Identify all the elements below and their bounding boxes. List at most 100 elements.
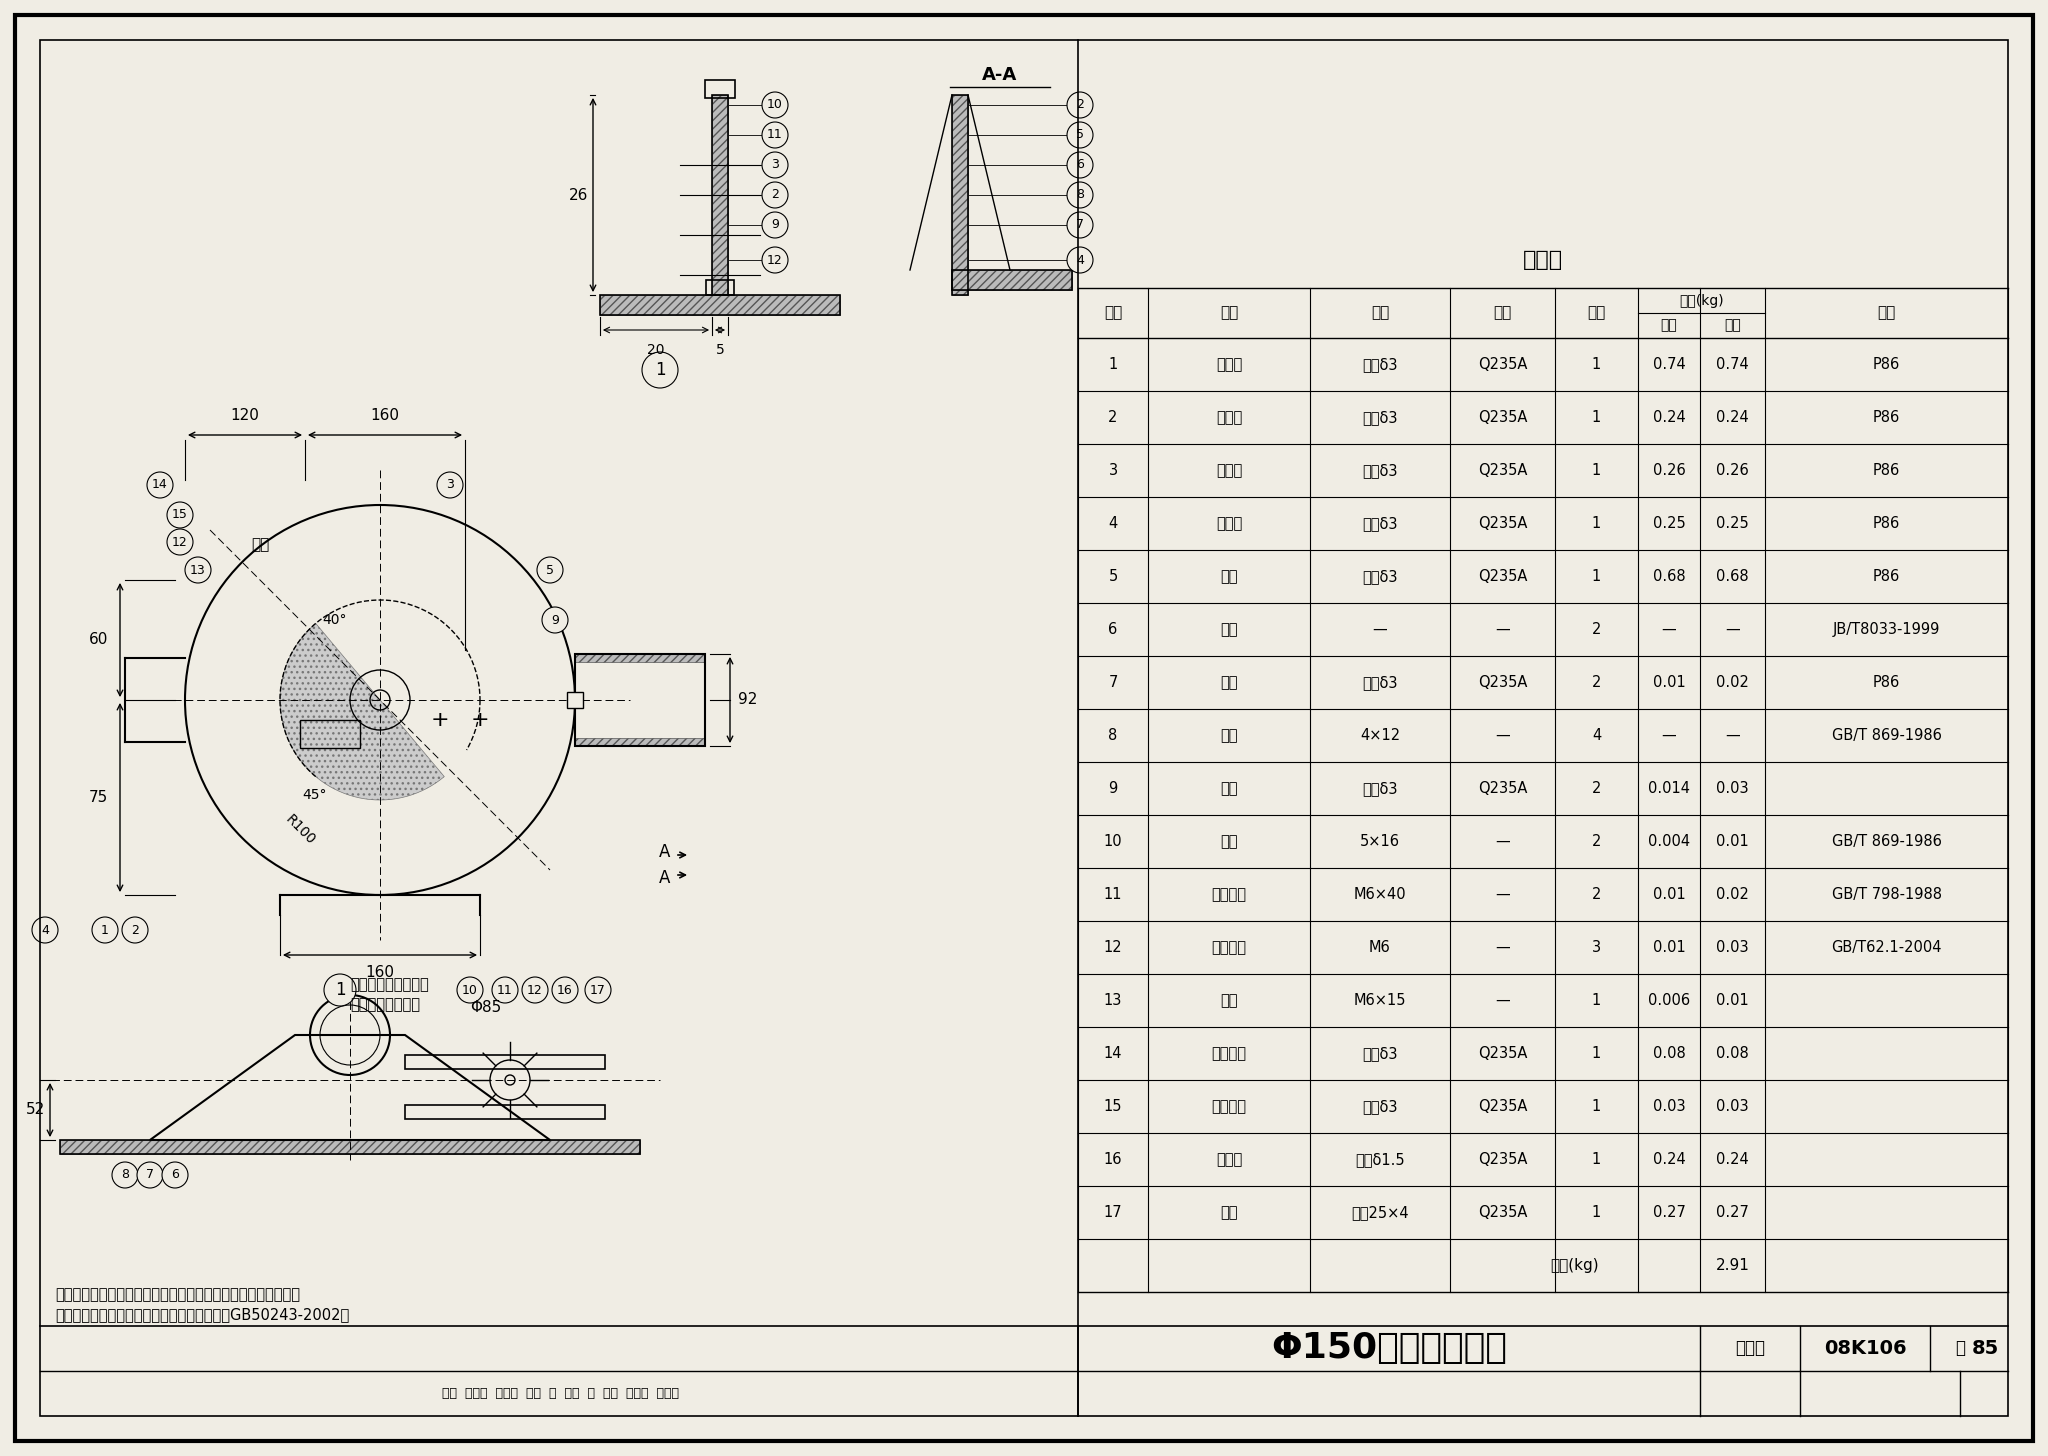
Bar [952,95,969,296]
Bar [406,1105,604,1120]
Text: 0.02: 0.02 [1716,676,1749,690]
Text: 26: 26 [569,188,588,202]
Text: 1: 1 [1591,993,1602,1008]
Text: 85: 85 [1972,1340,1999,1358]
Text: 锂板δ3: 锂板δ3 [1362,357,1397,371]
Text: —: — [1724,622,1741,638]
Text: 9: 9 [770,218,778,232]
Text: 钰链: 钰链 [1221,622,1237,638]
Text: 锂板δ3: 锂板δ3 [1362,569,1397,584]
Text: 75: 75 [88,789,109,805]
Text: 10: 10 [463,983,477,996]
Text: 12: 12 [768,253,782,266]
Text: 7: 7 [145,1169,154,1181]
Text: Q235A: Q235A [1479,569,1528,584]
Text: 活节螺栋: 活节螺栋 [1212,887,1247,903]
Text: 9: 9 [1108,780,1118,796]
Text: Q235A: Q235A [1479,411,1528,425]
Text: 3: 3 [770,159,778,172]
Text: 铆钉: 铆钉 [1221,834,1237,849]
Circle shape [162,1162,188,1188]
Text: 15: 15 [172,508,188,521]
Text: 10: 10 [768,99,782,112]
Text: 45°: 45° [303,788,328,802]
Bar [600,296,840,314]
Text: 3: 3 [1591,941,1602,955]
Text: +: + [471,711,489,729]
Bar [567,692,584,708]
Text: 6: 6 [1108,622,1118,638]
Text: 11: 11 [1104,887,1122,903]
Circle shape [543,607,567,633]
Text: 家标准《通风与空调工程施工质量验收规范》GB50243-2002。: 家标准《通风与空调工程施工质量验收规范》GB50243-2002。 [55,1307,350,1322]
Text: 邀形螺母: 邀形螺母 [1212,941,1247,955]
Text: 0.006: 0.006 [1649,993,1690,1008]
Text: 20: 20 [647,344,666,357]
Text: —: — [1495,887,1509,903]
Bar [406,1056,604,1069]
Circle shape [762,151,788,178]
Text: 8: 8 [1108,728,1118,743]
Circle shape [184,558,211,582]
Text: 原位移在排气罩上: 原位移在排气罩上 [350,997,420,1012]
Text: 锂板δ3: 锂板δ3 [1362,1099,1397,1114]
Text: Q235A: Q235A [1479,515,1528,531]
Text: 2: 2 [1591,834,1602,849]
Text: 共重: 共重 [1724,319,1741,332]
Circle shape [168,529,193,555]
Text: 0.03: 0.03 [1716,780,1749,796]
Circle shape [762,182,788,208]
Text: 5×16: 5×16 [1360,834,1401,849]
Text: Q235A: Q235A [1479,1152,1528,1168]
Text: 1: 1 [1591,463,1602,478]
Text: 160: 160 [371,408,399,424]
Circle shape [1067,213,1094,237]
Text: 14: 14 [1104,1045,1122,1061]
Text: 2: 2 [1591,676,1602,690]
Text: 0.27: 0.27 [1653,1206,1686,1220]
Text: 重量(kg): 重量(kg) [1679,294,1724,307]
Text: 5: 5 [1075,128,1083,141]
Text: 5: 5 [1108,569,1118,584]
Bar [59,1140,639,1155]
Circle shape [1067,92,1094,118]
Text: 17: 17 [1104,1206,1122,1220]
Text: 4: 4 [1075,253,1083,266]
Text: 锂板δ3: 锂板δ3 [1362,1045,1397,1061]
Text: 120: 120 [231,408,260,424]
Text: 6: 6 [172,1169,178,1181]
Text: 规格: 规格 [1370,306,1389,320]
Text: 锂板δ1.5: 锂板δ1.5 [1356,1152,1405,1168]
Text: P86: P86 [1872,515,1901,531]
Text: 0.25: 0.25 [1653,515,1686,531]
Text: 0.01: 0.01 [1653,676,1686,690]
Text: 锂板δ3: 锂板δ3 [1362,780,1397,796]
Text: 08K106: 08K106 [1823,1340,1907,1358]
Text: R100: R100 [283,812,317,847]
Circle shape [1067,151,1094,178]
Text: 图集号: 图集号 [1735,1340,1765,1357]
Circle shape [762,92,788,118]
Text: 16: 16 [1104,1152,1122,1168]
Text: 盖板: 盖板 [1221,569,1237,584]
Text: 0.014: 0.014 [1649,780,1690,796]
Text: 13: 13 [190,563,207,577]
Text: 1: 1 [334,981,346,999]
Text: 160: 160 [365,965,395,980]
Text: 7: 7 [1075,218,1083,232]
Text: 活节挡板: 活节挡板 [1212,1045,1247,1061]
Text: 0.26: 0.26 [1653,463,1686,478]
Circle shape [92,917,119,943]
Text: M6×15: M6×15 [1354,993,1407,1008]
Text: 0.68: 0.68 [1653,569,1686,584]
Text: 16: 16 [557,983,573,996]
Circle shape [33,917,57,943]
Text: 0.68: 0.68 [1716,569,1749,584]
Text: P86: P86 [1872,463,1901,478]
Text: 4×12: 4×12 [1360,728,1401,743]
Text: 10: 10 [1104,834,1122,849]
Text: 0.03: 0.03 [1716,1099,1749,1114]
Bar [952,269,1071,290]
Text: 13: 13 [1104,993,1122,1008]
Text: 注：与通风系统相连接的法兰，其螺孔与通风系统配钔，详见国: 注：与通风系统相连接的法兰，其螺孔与通风系统配钔，详见国 [55,1287,299,1303]
